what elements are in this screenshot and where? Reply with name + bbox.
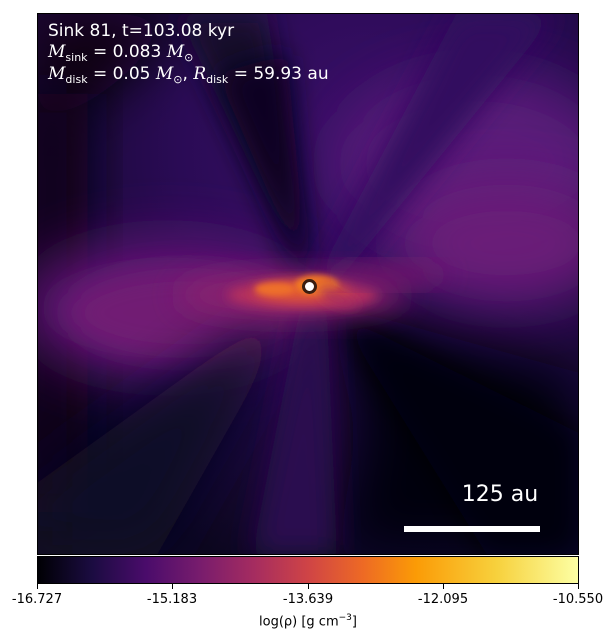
density-map-panel: Sink 81, t=103.08 kyr Msink = 0.083 M⊙ M… bbox=[37, 13, 579, 555]
sink-mass-label: Msink = 0.083 M⊙ bbox=[48, 42, 194, 64]
colorbar-tick-mark bbox=[172, 584, 173, 589]
sink-mass-value: = 0.083 bbox=[92, 42, 162, 62]
colorbar-label-exponent: −3 bbox=[338, 613, 352, 623]
solar-mass-symbol-2: M bbox=[155, 64, 174, 84]
scale-bar bbox=[404, 526, 540, 532]
disk-radius-symbol: R bbox=[193, 64, 207, 84]
sink-mass-subscript: sink bbox=[65, 51, 88, 64]
disk-properties-label: Mdisk = 0.05 M⊙, Rdisk = 59.93 au bbox=[48, 64, 329, 86]
comma-separator: , bbox=[182, 64, 188, 84]
scale-bar-label: 125 au bbox=[461, 482, 539, 507]
solar-mass-symbol: M bbox=[166, 42, 185, 62]
disk-mass-subscript: disk bbox=[65, 73, 88, 86]
solar-subscript-2: ⊙ bbox=[173, 73, 183, 86]
colorbar-tick-label: -12.095 bbox=[417, 592, 469, 607]
density-map-image bbox=[38, 14, 578, 554]
sink-time-label: Sink 81, t=103.08 kyr bbox=[48, 21, 235, 41]
sink-mass-symbol: M bbox=[48, 42, 66, 62]
colorbar-tick-mark bbox=[578, 584, 579, 589]
solar-subscript: ⊙ bbox=[184, 51, 194, 64]
colorbar-tick-label: -13.639 bbox=[282, 592, 334, 607]
disk-radius-value: = 59.93 au bbox=[233, 64, 329, 84]
colorbar-tick-mark bbox=[308, 584, 309, 589]
disk-mass-value: = 0.05 bbox=[92, 64, 151, 84]
colorbar-tick-label: -10.550 bbox=[552, 592, 604, 607]
colorbar-tick-label: -16.727 bbox=[11, 592, 63, 607]
colorbar-label-prefix: log(ρ) [g cm bbox=[259, 614, 339, 630]
colorbar bbox=[37, 556, 579, 584]
colorbar-label-suffix: ] bbox=[351, 614, 357, 630]
colorbar-axis-label: log(ρ) [g cm−3] bbox=[200, 613, 416, 629]
disk-mass-symbol: M bbox=[48, 64, 66, 84]
colorbar-tick-label: -15.183 bbox=[146, 592, 198, 607]
colorbar-tick-mark bbox=[443, 584, 444, 589]
disk-radius-subscript: disk bbox=[206, 73, 229, 86]
sink-particle-icon bbox=[302, 279, 317, 294]
colorbar-tick-mark bbox=[37, 584, 38, 589]
